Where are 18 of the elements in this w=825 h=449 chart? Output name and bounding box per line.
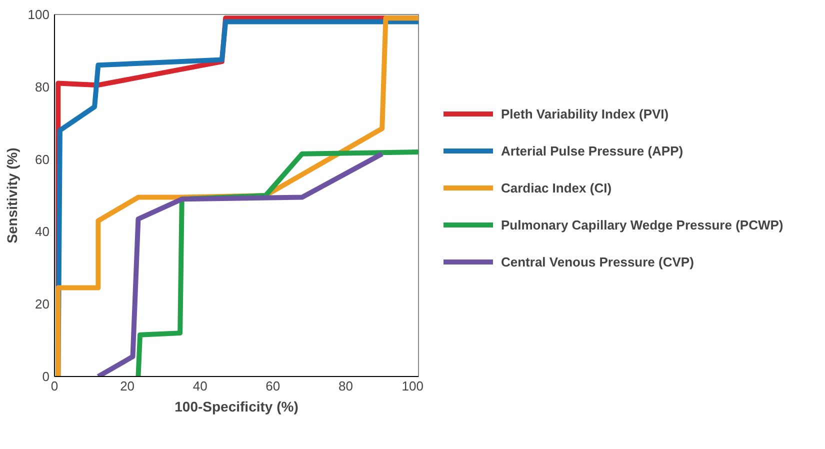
x-tick-label: 20 <box>120 378 135 394</box>
y-tick-label: 20 <box>35 296 50 312</box>
y-tick-label: 60 <box>35 152 50 167</box>
y-tick-label: 80 <box>35 79 50 94</box>
legend-label: Cardiac Index (CI) <box>501 180 612 195</box>
x-tick-label: 100 <box>402 378 424 394</box>
legend-label: Pleth Variability Index (PVI) <box>501 106 669 121</box>
x-axis-title: 100-Specificity (%) <box>174 398 298 414</box>
y-tick-label: 0 <box>42 369 50 384</box>
x-tick-label: 60 <box>266 378 280 394</box>
legend-label: Central Venous Pressure (CVP) <box>501 254 694 269</box>
y-tick-label: 100 <box>28 7 50 22</box>
y-tick-label: 40 <box>35 224 50 240</box>
legend-label: Pulmonary Capillary Wedge Pressure (PCWP) <box>501 217 784 232</box>
x-tick-label: 40 <box>192 378 208 394</box>
x-tick-label: 80 <box>338 378 353 394</box>
legend-label: Arterial Pulse Pressure (APP) <box>501 143 684 158</box>
y-axis-title: Sensitivity (%) <box>4 148 20 244</box>
